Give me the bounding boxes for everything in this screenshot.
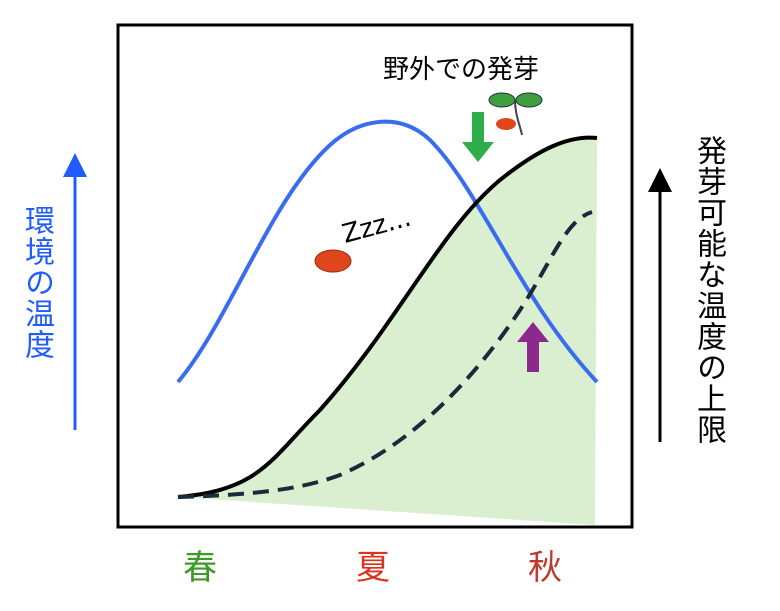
sprout-leaf [515, 92, 543, 108]
germination-area [178, 137, 597, 525]
sprout-seed [496, 118, 516, 130]
season-label: 夏 [356, 548, 390, 588]
germination-limit-curve [177, 135, 598, 499]
season-label: 春 [183, 548, 217, 588]
sprout-leaf [488, 92, 516, 108]
sprout-stem [514, 99, 523, 136]
annotation: 野外での発芽 [383, 55, 539, 85]
environment-temp-curve [176, 119, 599, 384]
germination-limit-dashed [177, 210, 593, 499]
seed [314, 249, 352, 273]
right-axis-label: 発芽可能な温度の上限 [691, 135, 726, 445]
up-arrow [517, 322, 549, 372]
left-axis-label: 環境の温度 [19, 205, 54, 360]
season-label: 秋 [528, 548, 562, 588]
down-arrow [462, 112, 494, 162]
